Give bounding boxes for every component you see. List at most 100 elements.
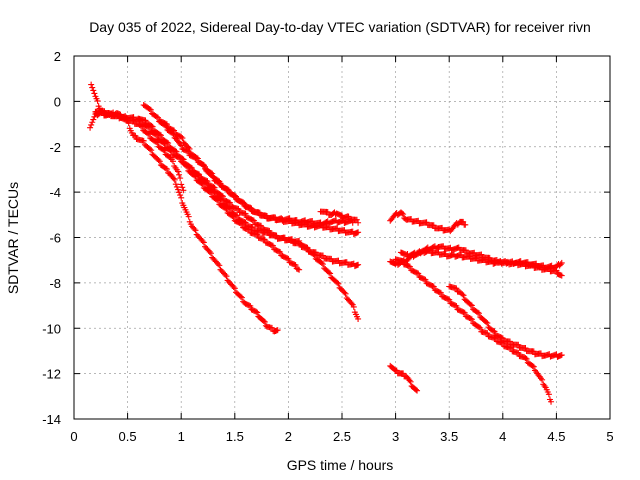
data-point [407,378,414,385]
data-point [225,204,232,211]
data-point [523,355,530,362]
data-point [261,236,268,243]
data-point [265,229,272,236]
data-point [304,244,311,251]
data-point [462,221,469,228]
data-point [180,156,187,163]
x-tick-label: 0.5 [119,429,137,444]
data-point [421,276,428,283]
data-point [165,140,172,147]
x-tick-label: 3.5 [440,429,458,444]
data-point [490,327,497,334]
data-point [477,324,484,331]
data-point [553,267,560,274]
data-point [467,301,474,308]
data-point [436,289,443,296]
data-point [545,391,552,398]
y-tick-label: 0 [54,94,61,109]
data-point [217,180,224,187]
axis-ticks: 0 0.5 1 1.5 2 2.5 3 3.5 4 4.5 5 -14 -12 -10 -8 -6 -4 -2 0 2 [42,49,613,444]
data-point [174,186,181,193]
data-point [225,199,232,206]
data-point [209,173,216,180]
data-point [274,327,281,334]
data-point [460,292,467,299]
data-point [231,192,238,199]
x-tick-label: 2.5 [333,429,351,444]
data-point [498,334,505,341]
data-point [277,248,284,255]
y-tick-label: -4 [49,185,61,200]
data-point [294,266,301,273]
data-point [327,270,334,277]
y-tick-label: 2 [54,49,61,64]
x-tick-label: 1.5 [226,429,244,444]
data-point [234,212,241,219]
data-point [406,377,413,384]
data-point [156,131,163,138]
data-point [268,324,275,331]
data-point [163,166,170,173]
data-point [241,218,248,225]
data-point [515,341,522,348]
data-point [324,208,331,215]
data-point [268,242,275,249]
chart-title: Day 035 of 2022, Sidereal Day-to-day VTE… [89,19,591,35]
data-point [140,137,147,144]
x-tick-label: 0 [70,429,77,444]
data-point [87,124,94,131]
data-point [530,363,537,370]
data-point [224,186,231,193]
data-point [453,285,460,292]
data-point [484,320,491,327]
data-point [303,244,310,251]
data-point [319,252,326,259]
data-point [242,219,249,226]
data-point [90,87,97,94]
y-tick-label: -14 [42,412,61,427]
data-point [216,179,223,186]
data-point [557,261,564,268]
data-point [285,255,292,262]
data-point [539,376,546,383]
data-point [230,284,237,291]
data-point [172,181,179,188]
data-point [558,272,565,279]
y-tick-label: -8 [49,276,61,291]
y-tick-label: -2 [49,140,61,155]
data-point [399,210,406,217]
data-point [422,276,429,283]
data-point [223,273,230,280]
x-axis-label: GPS time / hours [287,457,394,473]
data-point [250,217,257,224]
data-point [153,113,160,120]
data-point [414,269,421,276]
data-point [474,309,481,316]
data-point [147,106,154,113]
data-point [187,164,194,171]
data-point [91,113,98,120]
data-point [225,187,232,194]
series-track-a [88,81,281,335]
series-track-m [397,247,565,279]
data-point [461,309,468,316]
data-point [311,252,318,259]
data-point [218,196,225,203]
data-point [148,147,155,154]
data-point [199,238,206,245]
data-point [176,189,183,196]
data-point [231,285,238,292]
data-point [414,387,421,394]
data-point [90,116,97,123]
data-point [217,196,224,203]
data-point [399,258,406,265]
data-point [241,200,248,207]
data-point [475,310,482,317]
data-point [256,209,263,216]
data-point [194,171,201,178]
y-tick-label: -12 [42,367,61,382]
data-point [430,222,437,229]
data-point [232,193,239,200]
data-point [171,127,178,134]
